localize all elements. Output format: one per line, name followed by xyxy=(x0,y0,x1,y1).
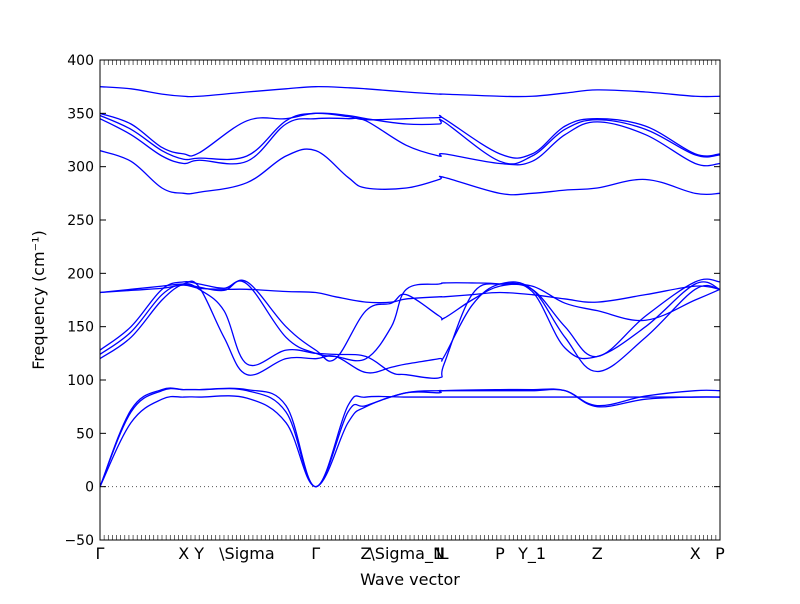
x-symmetry-label: \Sigma_1 xyxy=(369,544,443,564)
band-line-9 xyxy=(99,148,721,196)
axes-layer xyxy=(99,59,721,541)
y-tick-label: 300 xyxy=(67,160,94,176)
x-symmetry-label: Z xyxy=(360,544,371,563)
y-tick-label: 100 xyxy=(67,373,94,389)
x-symmetry-label: Γ xyxy=(311,544,320,563)
x-symmetry-label: Y_1 xyxy=(517,544,546,564)
x-symmetry-label: Γ xyxy=(96,544,105,563)
x-symmetry-label: X xyxy=(690,544,701,563)
band-line-4 xyxy=(99,280,721,376)
x-symmetry-label: P xyxy=(495,544,505,563)
x-axis-label: Wave vector xyxy=(360,570,460,589)
band-line-2 xyxy=(99,387,721,488)
x-symmetry-label: \Sigma xyxy=(219,544,275,563)
band-line-7 xyxy=(99,279,721,362)
band-line-13 xyxy=(99,85,721,98)
band-line-6 xyxy=(99,278,721,362)
x-symmetry-label: L xyxy=(440,544,449,563)
band-line-1 xyxy=(99,388,721,488)
y-tick-label: −50 xyxy=(64,533,94,549)
x-symmetry-label: P xyxy=(715,544,725,563)
plot-frame xyxy=(99,59,721,541)
x-symmetry-label: N xyxy=(433,544,445,563)
y-tick-label: 200 xyxy=(67,266,94,282)
y-tick-label: 0 xyxy=(85,480,94,496)
band-line-3 xyxy=(99,387,720,488)
y-ticks-layer: −50 0 50 100 150 200 250 300 350 400 xyxy=(64,53,720,549)
x-ticks-layer: Γ X Y \Sigma Γ Z\Sigma_1NL P Y_1 Z X P xyxy=(96,60,725,564)
band-line-8 xyxy=(99,284,721,304)
x-symmetry-label: Z xyxy=(592,544,603,563)
y-tick-label: 350 xyxy=(67,106,94,122)
band-line-12 xyxy=(99,112,721,159)
y-tick-label: 250 xyxy=(67,213,94,229)
series-layer xyxy=(99,85,721,488)
y-tick-label: 50 xyxy=(76,426,94,442)
x-symmetry-label: Y xyxy=(193,544,204,563)
y-tick-label: 400 xyxy=(67,53,94,69)
band-line-10 xyxy=(99,117,721,167)
band-line-11 xyxy=(99,112,721,165)
x-symmetry-label: X xyxy=(178,544,189,563)
y-tick-label: 150 xyxy=(67,320,94,336)
y-axis-label: Frequency (cm⁻¹) xyxy=(29,230,48,369)
